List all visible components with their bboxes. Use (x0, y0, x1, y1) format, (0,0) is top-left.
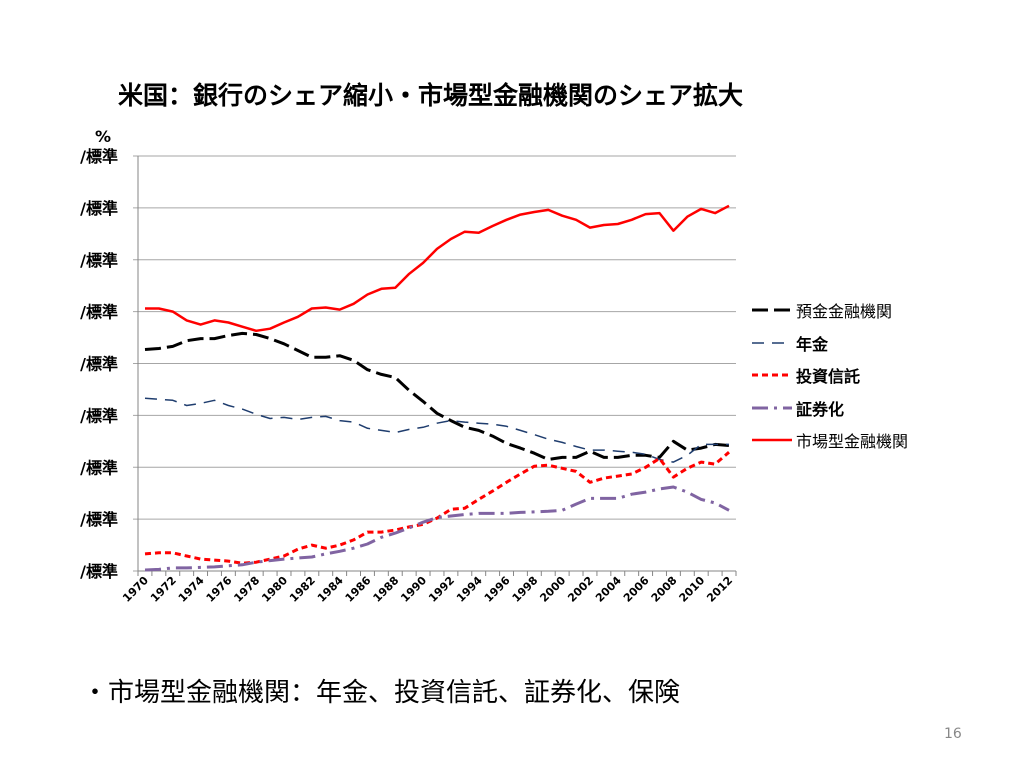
legend-item: 預金金融機関 (752, 294, 908, 327)
legend-item: 投資信託 (752, 359, 908, 392)
legend-item: 市場型金融機関 (752, 424, 908, 457)
legend-label: 投資信託 (796, 367, 861, 387)
x-tick-label: 2008 (649, 574, 680, 605)
y-tick-label: /標準 (80, 303, 118, 322)
series-line-5 (145, 204, 730, 333)
legend-label: 年金 (796, 334, 829, 354)
series-line-4 (144, 485, 730, 572)
chart-legend: 預金金融機関 年金投資信託証券化市場型金融機関 (752, 294, 908, 457)
series-line-1 (144, 331, 730, 461)
legend-swatch (752, 439, 792, 442)
y-axis-label: % (95, 127, 111, 146)
x-tick-label: 1978 (231, 574, 262, 605)
y-tick-label: /標準 (80, 147, 118, 166)
x-tick-label: 2012 (704, 574, 735, 605)
x-tick-label: 1994 (454, 574, 485, 605)
x-tick-label: 2010 (677, 574, 708, 605)
x-tick-label: 1972 (148, 574, 179, 605)
x-tick-label: 2006 (621, 574, 652, 605)
x-tick-label: 2004 (593, 574, 624, 605)
x-tick-label: 1990 (398, 574, 429, 605)
x-tick-label: 2002 (565, 574, 596, 605)
chart-title: 米国：銀行のシェア縮小・市場型金融機関のシェア拡大 (118, 81, 744, 110)
x-tick-label: 1988 (371, 574, 402, 605)
legend-swatch (752, 308, 792, 312)
x-tick-label: 1970 (120, 574, 151, 605)
series-line-3 (144, 451, 730, 565)
x-tick-label: 1982 (287, 574, 318, 605)
y-tick-label: /標準 (80, 355, 118, 374)
x-tick-label: 1976 (204, 574, 235, 605)
y-tick-label: /標準 (80, 406, 118, 425)
x-tick-label: 1996 (482, 574, 513, 605)
y-tick-label: /標準 (80, 458, 118, 477)
series-line-2 (144, 397, 729, 463)
line-chart: /標準/標準/標準/標準/標準/標準/標準/標準/標準% 197019721974… (80, 127, 737, 605)
legend-swatch (752, 406, 792, 410)
y-tick-label: /標準 (80, 510, 118, 529)
legend-item: 年金 (752, 327, 908, 360)
legend-label: 証券化 (796, 399, 845, 419)
x-tick-label: 2000 (537, 574, 568, 605)
legend-swatch (752, 342, 792, 344)
legend-item: 証券化 (752, 392, 908, 425)
footnote: ・市場型金融機関：年金、投資信託、証券化、保険 (82, 678, 681, 708)
page-number: 16 (944, 726, 962, 742)
legend-swatch (752, 373, 792, 377)
x-tick-label: 1998 (510, 574, 541, 605)
x-tick-label: 1992 (426, 574, 457, 605)
y-tick-label: /標準 (80, 251, 118, 270)
legend-label: 預金金融機関 (796, 302, 893, 322)
y-tick-label: /標準 (80, 562, 118, 581)
x-tick-label: 1986 (343, 574, 374, 605)
x-tick-label: 1980 (259, 574, 290, 605)
x-tick-label: 1984 (315, 574, 346, 605)
x-tick-label: 1974 (176, 574, 207, 605)
legend-label: 市場型金融機関 (796, 432, 909, 452)
y-tick-label: /標準 (80, 199, 118, 218)
